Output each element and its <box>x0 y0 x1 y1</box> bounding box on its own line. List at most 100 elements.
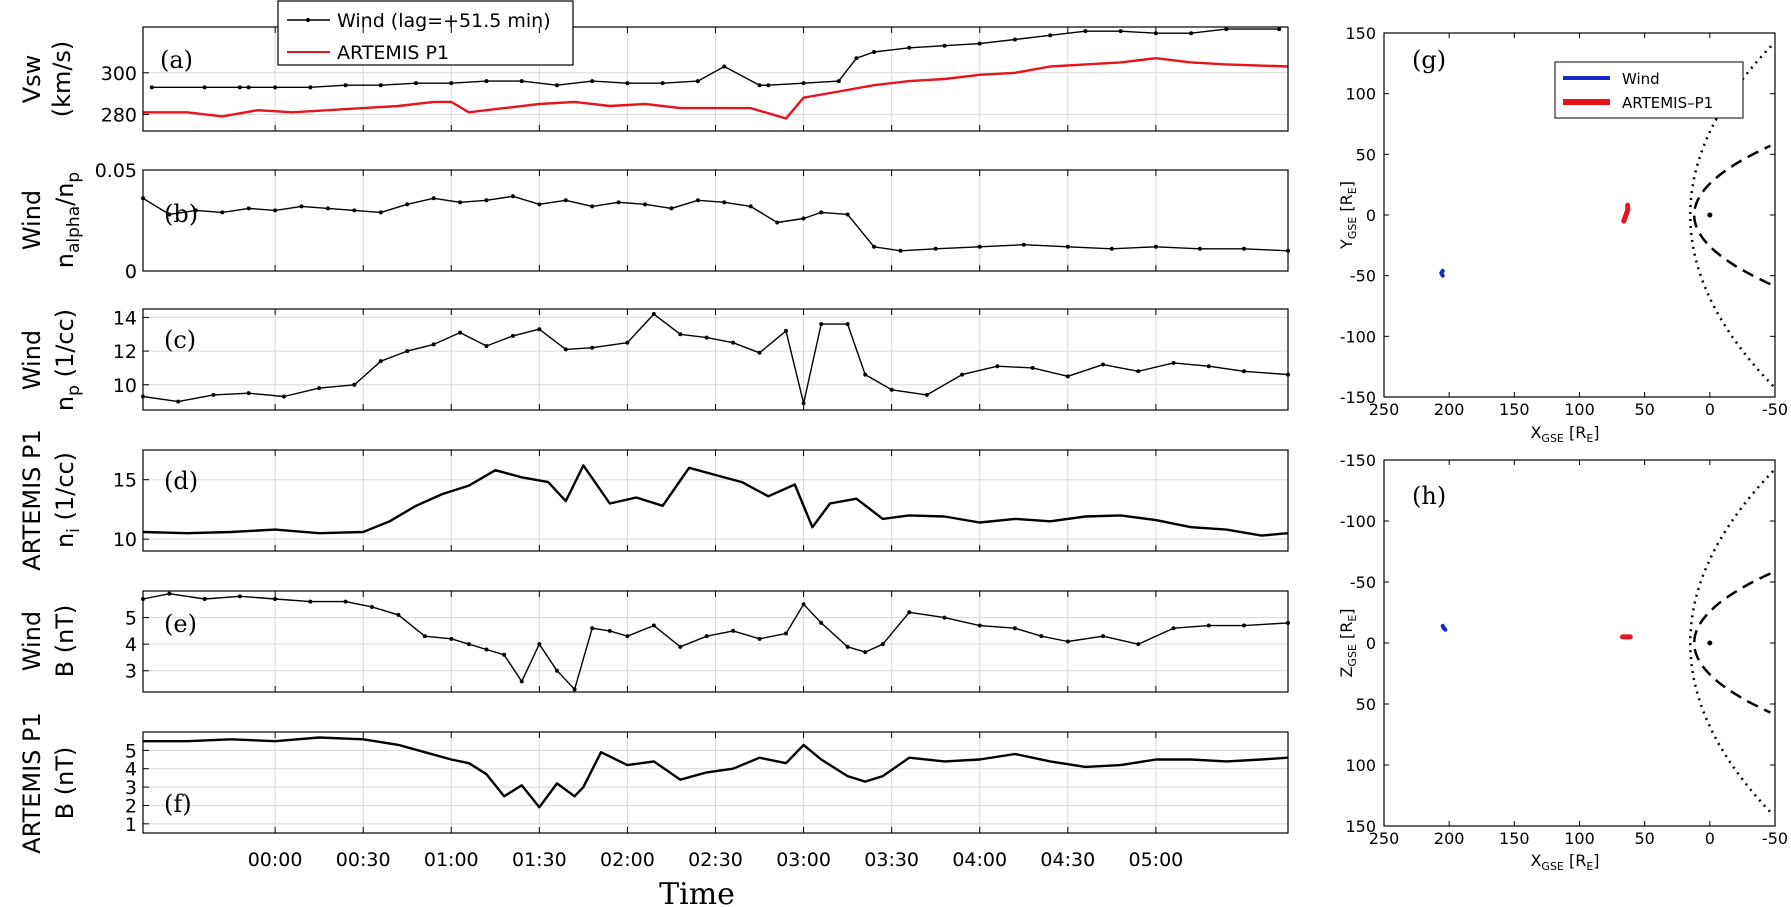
panel-a-point <box>1189 31 1194 36</box>
panel-e-point <box>1039 634 1044 639</box>
panel-c-point <box>651 312 656 317</box>
panel-a-point <box>625 81 630 86</box>
panel-c-point <box>995 364 1000 369</box>
panel-d-ytick-label: 15 <box>113 470 137 492</box>
panel-a-point <box>1277 27 1282 32</box>
panel-e-point <box>466 642 471 647</box>
time-tick-label: 00:00 <box>248 849 303 871</box>
panel-e-point <box>1136 642 1141 647</box>
panel-a-point <box>766 83 771 88</box>
panel-a-point <box>149 85 154 90</box>
panel-e-point <box>590 626 595 631</box>
panel-e-point <box>167 591 172 596</box>
panel-c-point <box>537 327 542 332</box>
legend-artemis-label: ARTEMIS P1 <box>337 42 449 64</box>
panel-e-point <box>977 623 982 628</box>
panel-e-ylabel: Wind <box>18 611 46 671</box>
panel-e-point <box>625 634 630 639</box>
panel-h-earth-marker <box>1707 640 1713 646</box>
time-tick-label: 05:00 <box>1129 849 1184 871</box>
panel-a-point <box>872 49 877 54</box>
panel-b-ytick-label: 0 <box>125 261 137 283</box>
panel-c-point <box>678 332 683 337</box>
tick-layer: 00:00 00:30 01:00 01:30 02:00 02:30 03:00 03:30… <box>95 24 1788 871</box>
panel-e-point <box>572 687 577 692</box>
panel-c-point <box>625 340 630 345</box>
panel-e-point <box>1206 623 1211 628</box>
panel-d-ylabel: ARTEMIS P1 <box>18 429 46 571</box>
panel-c-point <box>484 344 489 349</box>
time-tick-label: 04:30 <box>1040 849 1095 871</box>
panel-a-point <box>757 83 762 88</box>
panel-h-ytick-label: -150 <box>1340 451 1376 470</box>
panel-d-ytick-label: 10 <box>113 529 137 551</box>
panel-c-point <box>405 349 410 354</box>
panel-c-point <box>924 392 929 397</box>
panel-a-point <box>660 81 665 86</box>
panel-b-ylabel-line2: nalpha/np <box>51 172 84 268</box>
panel-e-point <box>801 602 806 607</box>
panel-e-point <box>757 636 762 641</box>
panel-g-boundary-dashed <box>1692 144 1771 286</box>
panel-b-point <box>819 210 824 215</box>
panel-b-point <box>977 244 982 249</box>
panel-b-point <box>695 198 700 203</box>
panel-g-ytick-label: 50 <box>1356 145 1376 164</box>
panel-e-point <box>554 668 559 673</box>
panel-c-ylabel-2: np (1/cc) <box>51 309 84 411</box>
panel-a-ylabel: Vsw <box>18 55 46 104</box>
panel-h-ytick-label: 150 <box>1345 817 1376 836</box>
panel-h-xtick-label: 100 <box>1564 829 1595 848</box>
panel-e-point <box>678 644 683 649</box>
panel-g-earth-marker <box>1707 212 1713 218</box>
panel-a-point <box>1224 27 1229 32</box>
panel-h-xtick-label: 250 <box>1369 829 1400 848</box>
time-tick-label: 02:30 <box>688 849 743 871</box>
panel-e-point <box>704 634 709 639</box>
panel-e-point <box>308 599 313 604</box>
panel-b-point <box>325 206 330 211</box>
panel-c-point <box>845 322 850 327</box>
panel-g-legend: Wind ARTEMIS–P1 <box>1554 61 1744 119</box>
panel-g-ytick-label: 150 <box>1345 24 1376 43</box>
panel-a-point <box>942 43 947 48</box>
panel-g-xtick-label: 150 <box>1499 400 1530 419</box>
panel-a-point <box>854 56 859 61</box>
panel-h-ytick-label: 50 <box>1356 695 1376 714</box>
panel-b-point <box>616 200 621 205</box>
panel-b-tag: (b) <box>164 200 198 228</box>
panel-b-ylabel: Wind <box>18 190 46 250</box>
panel-g-ytick-label: -50 <box>1350 267 1376 286</box>
panel-c-point <box>1065 374 1070 379</box>
panel-e-ylabel-line2: B (nT) <box>51 605 79 678</box>
panel-a-point <box>801 81 806 86</box>
panel-h-boundary-dotted <box>1689 470 1775 816</box>
panel-a-point <box>722 64 727 69</box>
panel-c-point <box>1136 369 1141 374</box>
panel-f-ytick-label: 5 <box>125 740 137 762</box>
panel-e-point <box>484 647 489 652</box>
panel-h-orbit-wind <box>1440 623 1448 632</box>
panel-g-legend-box <box>1554 61 1744 119</box>
legend-top: Wind (lag=+51.5 min) ARTEMIS P1 <box>277 0 574 66</box>
panel-c-point <box>889 387 894 392</box>
panel-c-point <box>317 386 322 391</box>
panel-c-point <box>819 322 824 327</box>
panel-b-point <box>431 196 436 201</box>
panel-b-point <box>273 208 278 213</box>
panel-a-point <box>414 81 419 86</box>
legend-wind-label: Wind (lag=+51.5 min) <box>337 10 551 32</box>
panel-g-ytick-label: 100 <box>1345 85 1376 104</box>
panel-c-point <box>431 342 436 347</box>
panel-f-ytick-label: 2 <box>125 795 137 817</box>
legend-wind-marker <box>306 18 310 22</box>
panel-b-point <box>748 204 753 209</box>
panel-e-point <box>502 652 507 657</box>
panel-a-ylabel-2: (km/s) <box>48 41 76 118</box>
panel-a-point <box>484 79 489 84</box>
panel-g-legend-wind-label: Wind <box>1622 70 1660 88</box>
panel-b-point <box>898 248 903 253</box>
panel-a-point <box>343 83 348 88</box>
panel-g-xtick-label: 200 <box>1434 400 1465 419</box>
